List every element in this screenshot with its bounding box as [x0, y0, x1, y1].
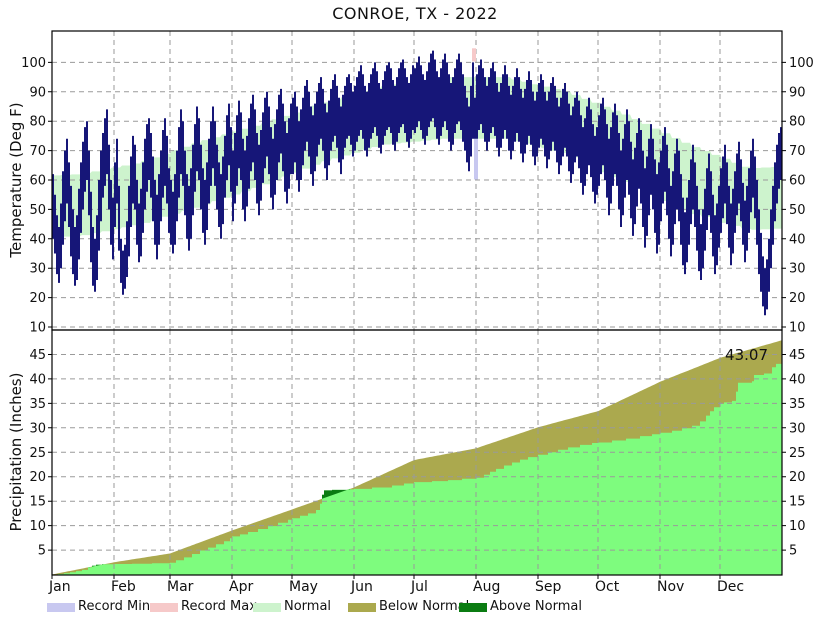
temp-y-tick-label: 60: [29, 174, 46, 189]
chart-title: CONROE, TX - 2022: [332, 4, 498, 23]
precip-y-tick-label: 15: [789, 495, 806, 510]
legend-record-min: Record Min: [47, 599, 150, 615]
precip-y-tick-label: 5: [38, 544, 46, 559]
month-label: Feb: [111, 579, 136, 595]
precip-y-tick-label: 45: [789, 348, 806, 363]
precip-y-tick-label: 20: [789, 470, 806, 485]
temp-y-tick-label: 20: [29, 291, 46, 306]
temp-y-tick-label: 60: [789, 174, 806, 189]
temp-y-tick-label: 100: [789, 56, 814, 71]
temp-y-tick-label: 80: [789, 115, 806, 130]
precip-above-normal-area: [322, 488, 350, 499]
precip-y-tick-label: 30: [789, 421, 806, 436]
precip-y-tick-label: 35: [29, 397, 46, 412]
temp-y-tick-label: 50: [789, 203, 806, 218]
temp-y-tick-label: 90: [789, 85, 806, 100]
legend-label: Record Min: [78, 599, 151, 614]
precip-y-tick-label: 45: [29, 348, 46, 363]
precip-y-tick-label: 30: [29, 421, 46, 436]
below-normal-swatch: [348, 602, 376, 612]
temp-y-tick-label: 70: [789, 144, 806, 159]
temp-y-tick-label: 100: [21, 56, 46, 71]
precip-y-tick-label: 35: [789, 397, 806, 412]
precip-gridlines: [52, 330, 782, 575]
precip-y-tick-label: 15: [29, 495, 46, 510]
temp-y-tick-label: 50: [29, 203, 46, 218]
precip-y-tick-label: 10: [29, 519, 46, 534]
above-normal-swatch: [459, 602, 487, 612]
legend-normal: Normal: [253, 599, 331, 615]
temp-y-tick-label: 10: [789, 321, 806, 336]
precip-y-tick-label: 40: [789, 372, 806, 387]
month-label: Apr: [229, 579, 253, 595]
month-label: Sep: [535, 579, 562, 595]
precip-y-tick-label: 25: [29, 446, 46, 461]
month-label: May: [289, 579, 318, 595]
year-total-annotation: 43.07: [725, 346, 768, 364]
record-max-swatch: [150, 602, 178, 612]
legend-label: Record Max: [181, 599, 257, 614]
temp-y-tick-label: 40: [789, 232, 806, 247]
legend-below-normal: Below Normal: [348, 599, 469, 615]
month-label: Nov: [657, 579, 684, 595]
legend-above-normal: Above Normal: [459, 599, 582, 615]
month-label: Mar: [167, 579, 194, 595]
temp-y-tick-label: 80: [29, 115, 46, 130]
month-label: Jan: [48, 579, 71, 595]
month-label: Dec: [717, 579, 744, 595]
temp-y-tick-label: 20: [789, 291, 806, 306]
month-label: Oct: [595, 579, 620, 595]
temp-daily-range-bars: [52, 50, 782, 316]
temp-y-tick-label: 40: [29, 232, 46, 247]
temp-y-tick-label: 10: [29, 321, 46, 336]
record-min-bar: [474, 138, 478, 180]
legend-label: Above Normal: [490, 599, 582, 614]
precip-y-tick-label: 5: [789, 544, 797, 559]
month-label: Aug: [473, 579, 500, 595]
record-min-swatch: [47, 602, 75, 612]
temp-y-tick-label: 30: [29, 262, 46, 277]
temp-y-tick-label: 30: [789, 262, 806, 277]
precip-actual-area: [52, 363, 782, 575]
normal-swatch: [253, 602, 281, 612]
month-label: Jun: [350, 579, 373, 595]
legend-label: Normal: [284, 599, 332, 614]
legend-label: Below Normal: [379, 599, 470, 614]
precip-above-normal-area: [92, 564, 104, 567]
precip-y-tick-label: 20: [29, 470, 46, 485]
month-label: Jul: [410, 579, 428, 595]
temp-y-tick-label: 90: [29, 85, 46, 100]
axis-ticks: [48, 61, 786, 579]
precip-y-tick-label: 40: [29, 372, 46, 387]
legend-record-max: Record Max: [150, 599, 257, 615]
record-max-bar: [472, 48, 476, 62]
temp-y-tick-label: 70: [29, 144, 46, 159]
precip-y-tick-label: 25: [789, 446, 806, 461]
precip-y-tick-label: 10: [789, 519, 806, 534]
